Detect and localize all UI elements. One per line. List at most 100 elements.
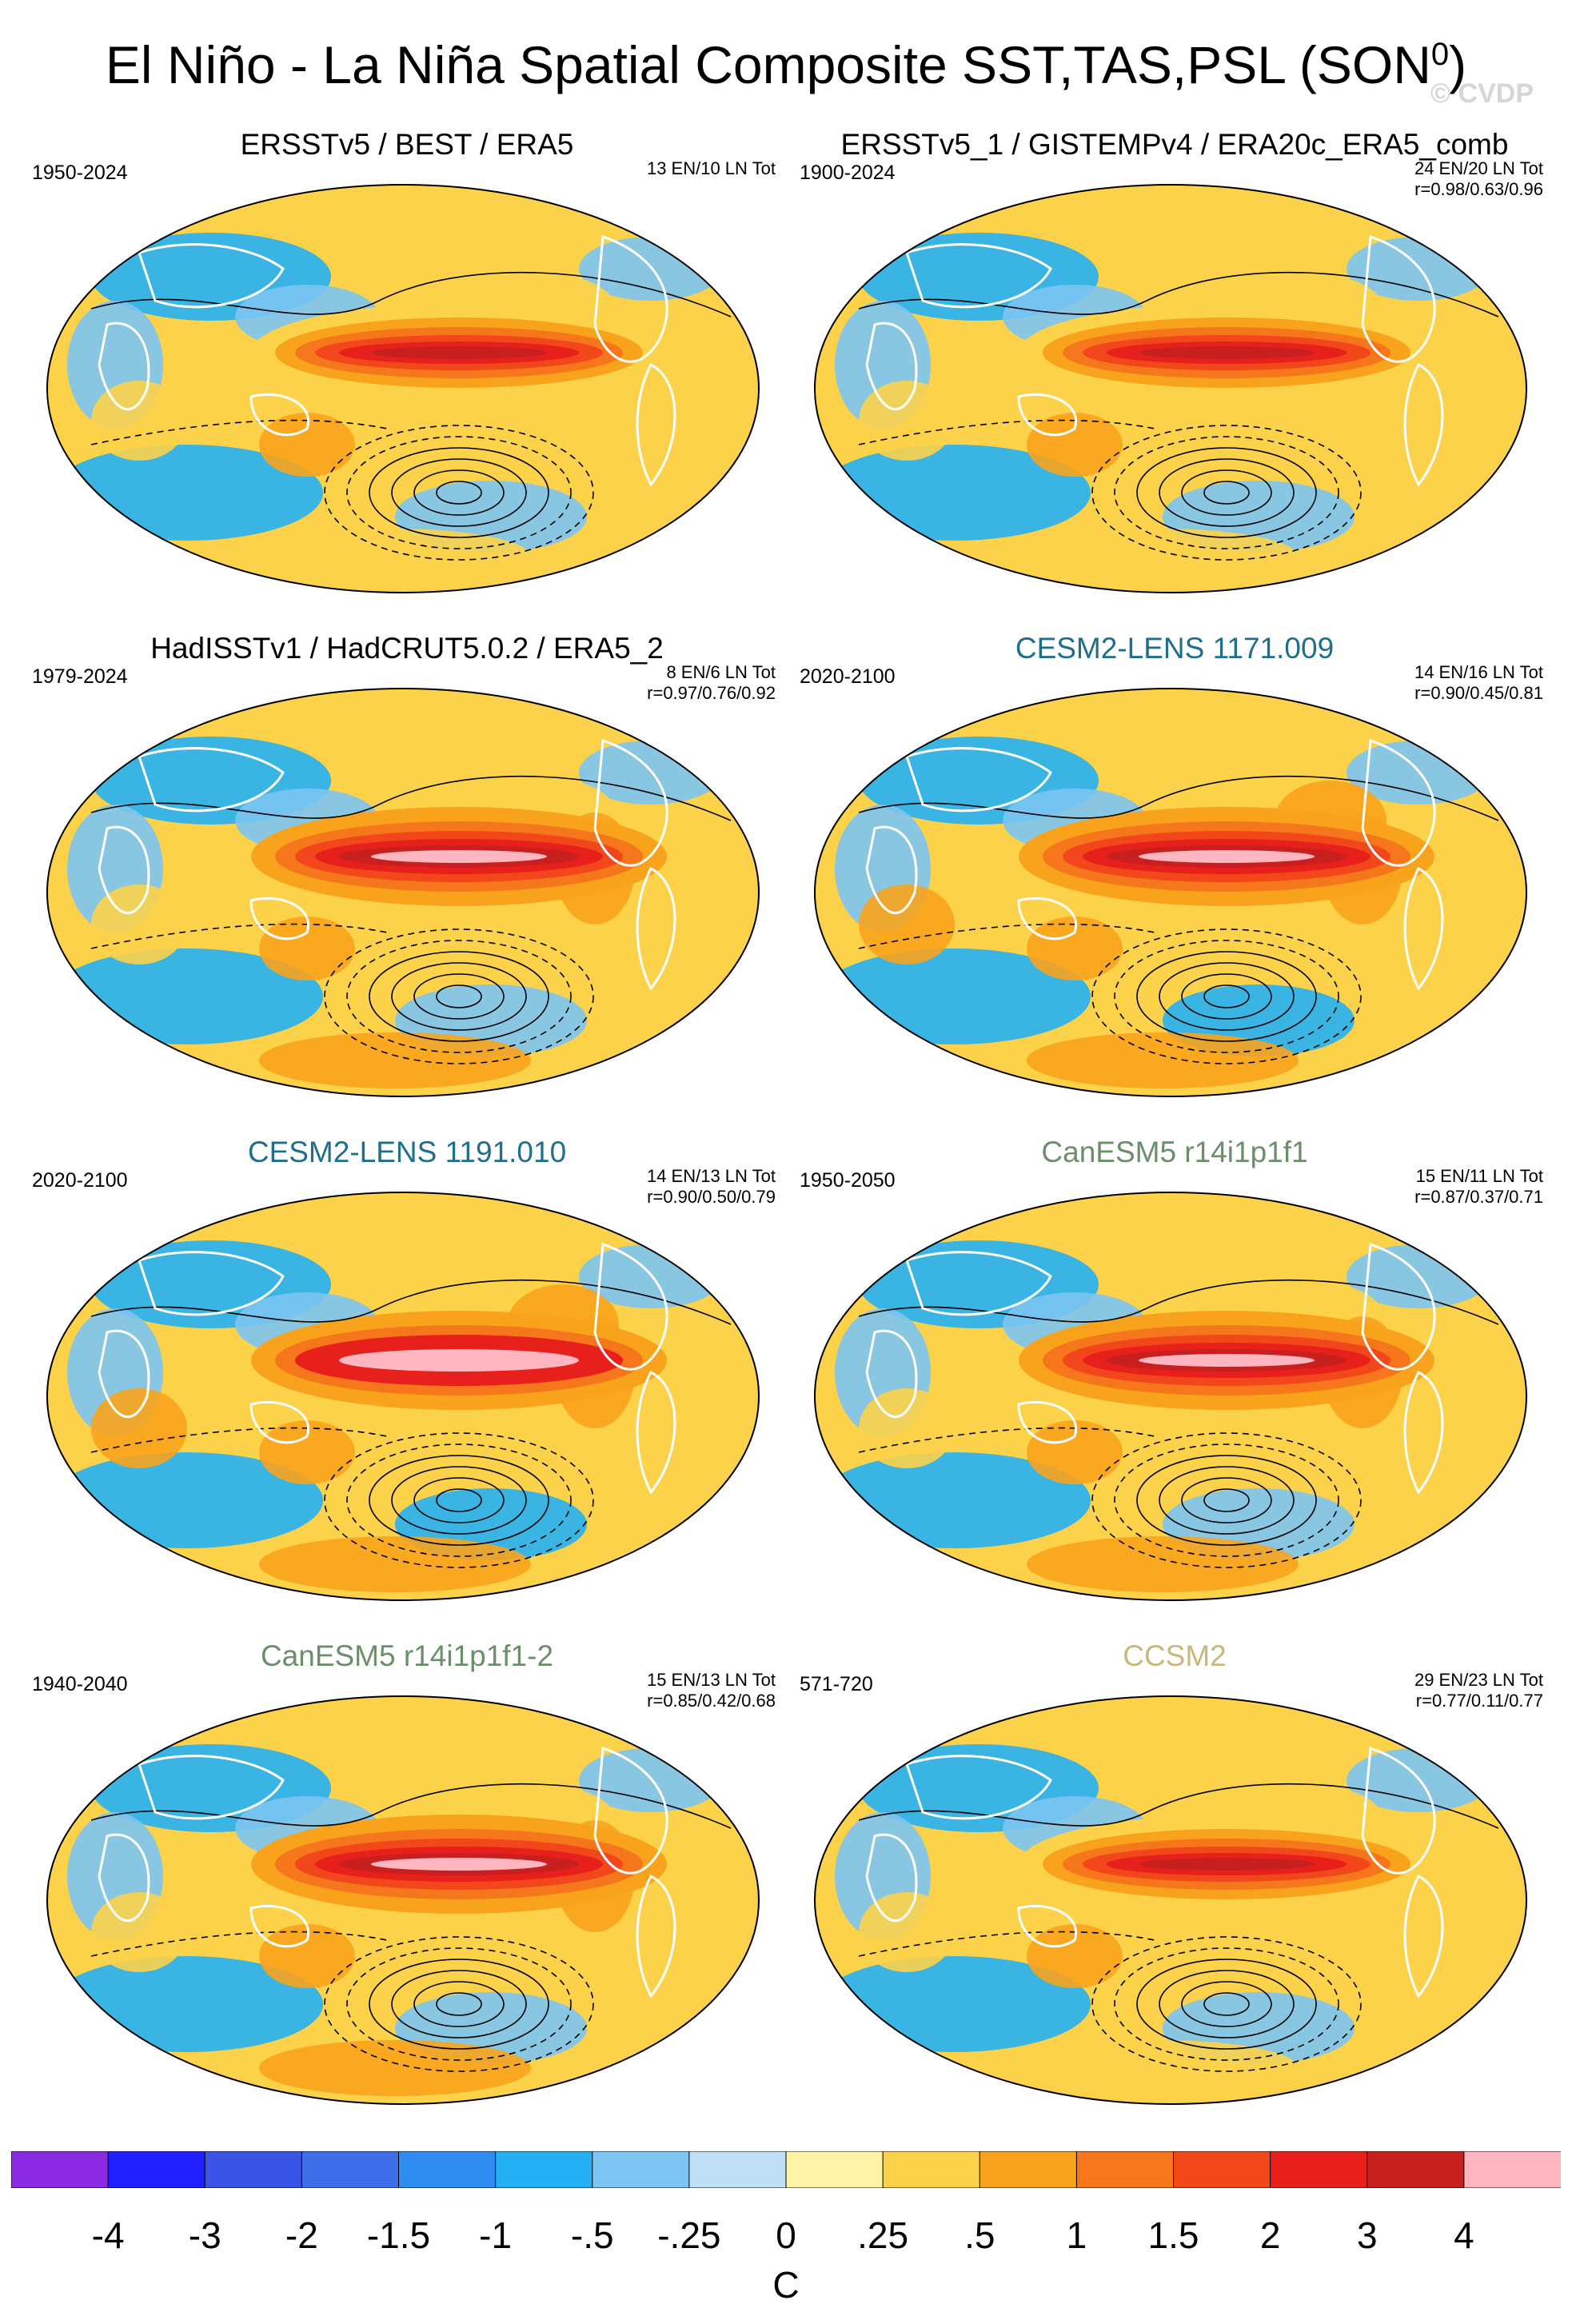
psl-contour bbox=[413, 469, 505, 516]
anomaly-patch bbox=[1027, 1032, 1299, 1088]
colorbar-tick: 0 bbox=[776, 2214, 796, 2256]
panel-counts: 14 EN/13 LN Tot r=0.90/0.50/0.79 bbox=[647, 1166, 776, 1208]
panel-years: 2020-2100 bbox=[800, 665, 896, 688]
colorbar-tick: -4 bbox=[91, 2214, 125, 2256]
anomaly-patch bbox=[1027, 1420, 1123, 1484]
colorbar-tick: 1 bbox=[1066, 2214, 1087, 2256]
enso-tongue bbox=[1139, 850, 1315, 863]
coastline bbox=[1403, 362, 1444, 487]
pattern-correlation: r=0.97/0.76/0.92 bbox=[647, 683, 776, 703]
psl-contour bbox=[858, 1279, 1499, 1325]
coastline bbox=[138, 1755, 285, 1820]
colorbar-tick: -1 bbox=[479, 2214, 513, 2256]
map-panel: CESM2-LENS 1171.009 2020-2100 14 EN/16 LN … bbox=[800, 632, 1550, 1144]
anomaly-patch bbox=[259, 916, 355, 980]
coastline bbox=[1017, 393, 1078, 437]
psl-contour bbox=[1159, 1970, 1295, 2038]
coastline bbox=[1361, 1746, 1436, 1875]
anomaly-patch bbox=[587, 397, 715, 493]
psl-contour bbox=[324, 928, 594, 1064]
psl-contour bbox=[1181, 973, 1272, 1020]
psl-contour bbox=[413, 973, 505, 1020]
panel-counts: 15 EN/13 LN Tot r=0.85/0.42/0.68 bbox=[647, 1670, 776, 1711]
global-map bbox=[814, 1695, 1527, 2105]
anomaly-patch bbox=[91, 1892, 187, 1972]
psl-contour bbox=[90, 419, 388, 445]
coastline bbox=[905, 243, 1052, 309]
event-counts: 8 EN/6 LN Tot bbox=[666, 662, 776, 682]
panel-counts: 8 EN/6 LN Tot r=0.97/0.76/0.92 bbox=[647, 662, 776, 704]
panel-counts: 15 EN/11 LN Tot r=0.87/0.37/0.71 bbox=[1414, 1166, 1543, 1208]
anomaly-patch bbox=[91, 884, 187, 964]
psl-contour bbox=[858, 1427, 1155, 1453]
map-panel: CanESM5 r14i1p1f1 1950-2050 15 EN/11 LN To… bbox=[800, 1136, 1550, 1647]
psl-contour bbox=[1159, 1466, 1295, 1535]
anomaly-patch bbox=[1027, 2040, 1299, 2096]
map-panel: CESM2-LENS 1191.010 2020-2100 14 EN/13 LN … bbox=[32, 1136, 782, 1647]
coastline bbox=[905, 747, 1052, 813]
event-counts: 15 EN/13 LN Tot bbox=[646, 1670, 776, 1690]
psl-contour bbox=[436, 984, 482, 1008]
anomaly-patch bbox=[259, 1536, 531, 1592]
anomaly-patch bbox=[1355, 397, 1482, 493]
panel-counts: 14 EN/16 LN Tot r=0.90/0.45/0.81 bbox=[1414, 662, 1543, 704]
coastline bbox=[593, 234, 668, 363]
panel-title: CanESM5 r14i1p1f1-2 bbox=[260, 1639, 554, 1672]
psl-contour bbox=[413, 1477, 505, 1523]
colorbar-bin bbox=[1075, 2151, 1175, 2188]
enso-tongue bbox=[371, 850, 547, 863]
coastline bbox=[905, 1755, 1052, 1820]
psl-contour bbox=[1114, 1444, 1339, 1557]
coastline bbox=[138, 243, 285, 309]
event-counts: 14 EN/13 LN Tot bbox=[646, 1166, 776, 1186]
coastline bbox=[98, 321, 150, 411]
colorbar-bin bbox=[592, 2151, 690, 2188]
psl-contour bbox=[90, 1931, 388, 1957]
coastline bbox=[98, 1833, 150, 1923]
anomaly-patch bbox=[587, 900, 715, 996]
coastline bbox=[98, 1329, 150, 1419]
anomaly-patch bbox=[1027, 1536, 1299, 1592]
coastline bbox=[138, 747, 285, 813]
psl-contour bbox=[346, 1947, 572, 2061]
figure-title: El Niño - La Niña Spatial Composite SST,… bbox=[105, 35, 1467, 94]
map-border bbox=[814, 688, 1527, 1097]
colorbar-bin bbox=[495, 2151, 593, 2188]
pattern-correlation: r=0.85/0.42/0.68 bbox=[647, 1691, 776, 1711]
map-panel: ERSSTv5 / BEST / ERA5 1950-2024 13 EN/10 L… bbox=[32, 128, 782, 640]
map-panel: ERSSTv5_1 / GISTEMPv4 / ERA20c_ERA5_comb… bbox=[800, 128, 1550, 640]
psl-contour bbox=[391, 1466, 527, 1535]
coastline bbox=[1361, 738, 1436, 867]
psl-contour bbox=[858, 1931, 1155, 1957]
psl-contour bbox=[1203, 1488, 1250, 1512]
psl-contour bbox=[324, 425, 594, 561]
anomaly-patch bbox=[91, 381, 187, 461]
colorbar-bin bbox=[1270, 2151, 1368, 2188]
anomaly-patch bbox=[259, 1420, 355, 1484]
psl-contour bbox=[391, 962, 527, 1031]
psl-contour bbox=[90, 775, 732, 821]
colorbar-bin bbox=[1367, 2151, 1465, 2188]
colorbar-tick: 3 bbox=[1356, 2214, 1378, 2256]
colorbar-tick: 2 bbox=[1259, 2214, 1281, 2256]
map-border bbox=[814, 1695, 1527, 2105]
psl-contour bbox=[1181, 1981, 1272, 2027]
panel-title: CanESM5 r14i1p1f1 bbox=[1041, 1136, 1308, 1168]
global-map bbox=[46, 1192, 760, 1601]
psl-contour bbox=[858, 1783, 1499, 1829]
anomaly-patch bbox=[587, 1908, 715, 2004]
psl-contour bbox=[346, 940, 572, 1053]
panel-title: CESM2-LENS 1171.009 bbox=[1015, 632, 1335, 665]
anomaly-patch bbox=[859, 1892, 955, 1972]
enso-tongue bbox=[1139, 1858, 1315, 1871]
global-map bbox=[46, 1695, 760, 2105]
global-map bbox=[814, 1192, 1527, 1601]
panel-title: ERSSTv5_1 / GISTEMPv4 / ERA20c_ERA5_comb bbox=[840, 128, 1509, 161]
panel-years: 1979-2024 bbox=[32, 665, 128, 688]
anomaly-patch bbox=[859, 884, 955, 964]
anomaly-patch bbox=[859, 381, 955, 461]
psl-contour bbox=[1203, 1992, 1250, 2016]
colorbar-tick: -.5 bbox=[570, 2214, 614, 2256]
coastline bbox=[636, 1874, 676, 1999]
panel-counts: 13 EN/10 LN Tot bbox=[647, 158, 776, 179]
